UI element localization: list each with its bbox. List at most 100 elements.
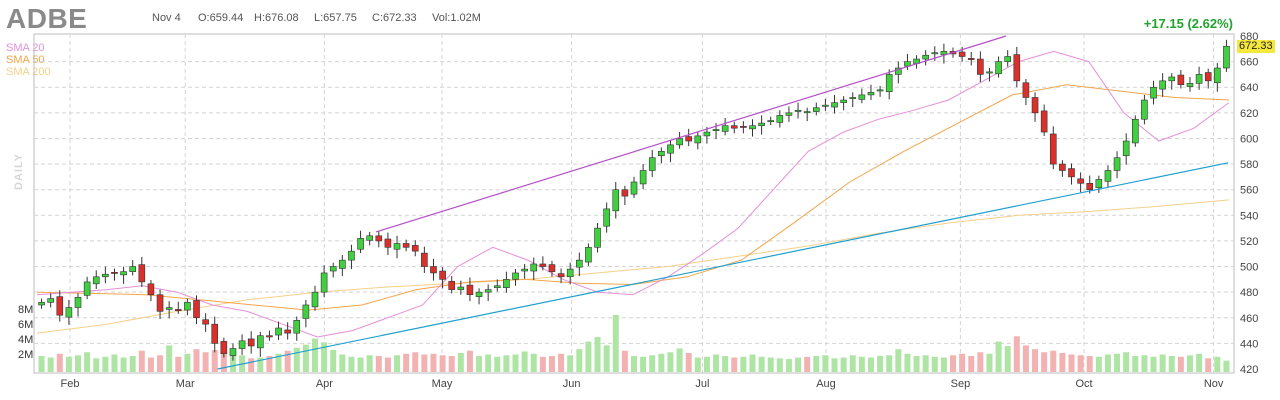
y-tick-label: 560: [1240, 185, 1258, 197]
candle-body: [484, 289, 492, 293]
candle-body: [266, 335, 273, 338]
volume-bar: [1214, 356, 1221, 372]
candle-body: [1168, 76, 1176, 82]
candle-body: [940, 51, 948, 55]
candle-body: [493, 285, 501, 288]
y-tick-label: 620: [1240, 108, 1258, 120]
volume-bar: [293, 347, 300, 372]
candle-body: [885, 74, 893, 93]
volume-bar: [430, 353, 437, 372]
x-tick-label: May: [432, 378, 453, 390]
candle-body: [931, 52, 939, 55]
volume-bar: [466, 350, 473, 372]
candle-body: [238, 340, 246, 349]
candle-body: [448, 280, 456, 290]
volume-bar: [576, 349, 583, 372]
candle-body: [1022, 82, 1030, 98]
candle-body: [120, 271, 127, 276]
candle-body: [1131, 118, 1139, 144]
candle-body: [895, 67, 902, 75]
candle-body: [1122, 140, 1130, 157]
candle-body: [339, 259, 346, 269]
volume-bar: [685, 353, 692, 372]
candle-body: [503, 279, 510, 288]
volume-bar: [266, 356, 273, 372]
volume-bar: [248, 358, 255, 372]
candle-body: [648, 157, 656, 171]
candle-body: [612, 189, 620, 212]
volume-bar: [895, 349, 902, 372]
volume-bar: [621, 350, 628, 372]
volume-bar: [594, 337, 601, 372]
candle-body: [320, 272, 328, 293]
candle-body: [521, 268, 528, 272]
legend-sma20[interactable]: SMA 20: [6, 42, 45, 54]
candle-body: [439, 270, 446, 280]
candle-body: [776, 115, 784, 123]
x-tick-label: Jul: [695, 378, 709, 390]
volume-bar: [1141, 355, 1148, 372]
volume-bar: [1032, 349, 1039, 372]
candle-body: [594, 227, 601, 248]
volume-bar: [157, 355, 164, 372]
candle-body: [566, 268, 574, 278]
volume-bar: [804, 356, 811, 372]
candle-body: [1159, 80, 1166, 90]
volume-bar: [138, 350, 145, 372]
volume-bar: [102, 356, 109, 372]
candle-body: [1049, 133, 1057, 165]
volume-bar: [922, 355, 929, 372]
volume-bar: [229, 351, 236, 372]
volume-bar: [65, 356, 72, 372]
volume-bar: [384, 357, 391, 372]
date-label: Nov 4: [152, 12, 181, 24]
candle-body: [393, 243, 401, 250]
candle-body: [466, 284, 474, 296]
volume-bar: [120, 357, 127, 372]
volume-bar: [302, 344, 309, 372]
x-tick-label: Mar: [176, 378, 195, 390]
volume-bar: [722, 356, 729, 372]
volume-bar: [995, 341, 1002, 372]
sma50-line: [36, 84, 1230, 311]
y-tick-label: 640: [1240, 82, 1258, 94]
candle-body: [621, 189, 629, 197]
volume-bar: [567, 355, 574, 372]
volume-bar: [986, 353, 993, 372]
candle-body: [557, 273, 565, 278]
candle-body: [92, 276, 100, 285]
volume-bar: [1177, 356, 1184, 372]
x-tick-label: Aug: [816, 378, 836, 390]
volume-bar: [147, 357, 154, 372]
volume-bar: [257, 357, 264, 372]
ticker-symbol: ADBE: [6, 3, 88, 34]
volume-bar: [211, 349, 218, 372]
candle-body: [1013, 54, 1021, 82]
candle-body: [83, 281, 91, 296]
candle-body: [430, 266, 437, 274]
volume-bar: [658, 353, 665, 372]
x-tick-label: Feb: [61, 378, 80, 390]
x-tick-label: Nov: [1204, 378, 1224, 390]
y-tick-label: 580: [1240, 159, 1258, 171]
candle-body: [193, 300, 200, 319]
volume-bar: [357, 357, 364, 372]
candle-body: [329, 266, 337, 272]
candle-body: [1186, 83, 1194, 87]
candle-body: [658, 150, 665, 157]
legend-sma200[interactable]: SMA 200: [6, 66, 51, 78]
candle-body: [129, 266, 137, 272]
candle-body: [165, 307, 173, 310]
candle-body: [475, 291, 483, 297]
candle-body: [302, 304, 310, 319]
volume-bar: [758, 356, 765, 372]
volume-bar: [822, 355, 829, 372]
volume-bar: [403, 353, 410, 372]
candle-body: [184, 302, 191, 311]
legend-sma50[interactable]: SMA 50: [6, 54, 45, 66]
volume-bar: [166, 345, 173, 372]
candle-body: [138, 264, 146, 283]
volume-bar: [831, 358, 838, 372]
price-change: +17.15 (2.62%): [1143, 16, 1233, 31]
